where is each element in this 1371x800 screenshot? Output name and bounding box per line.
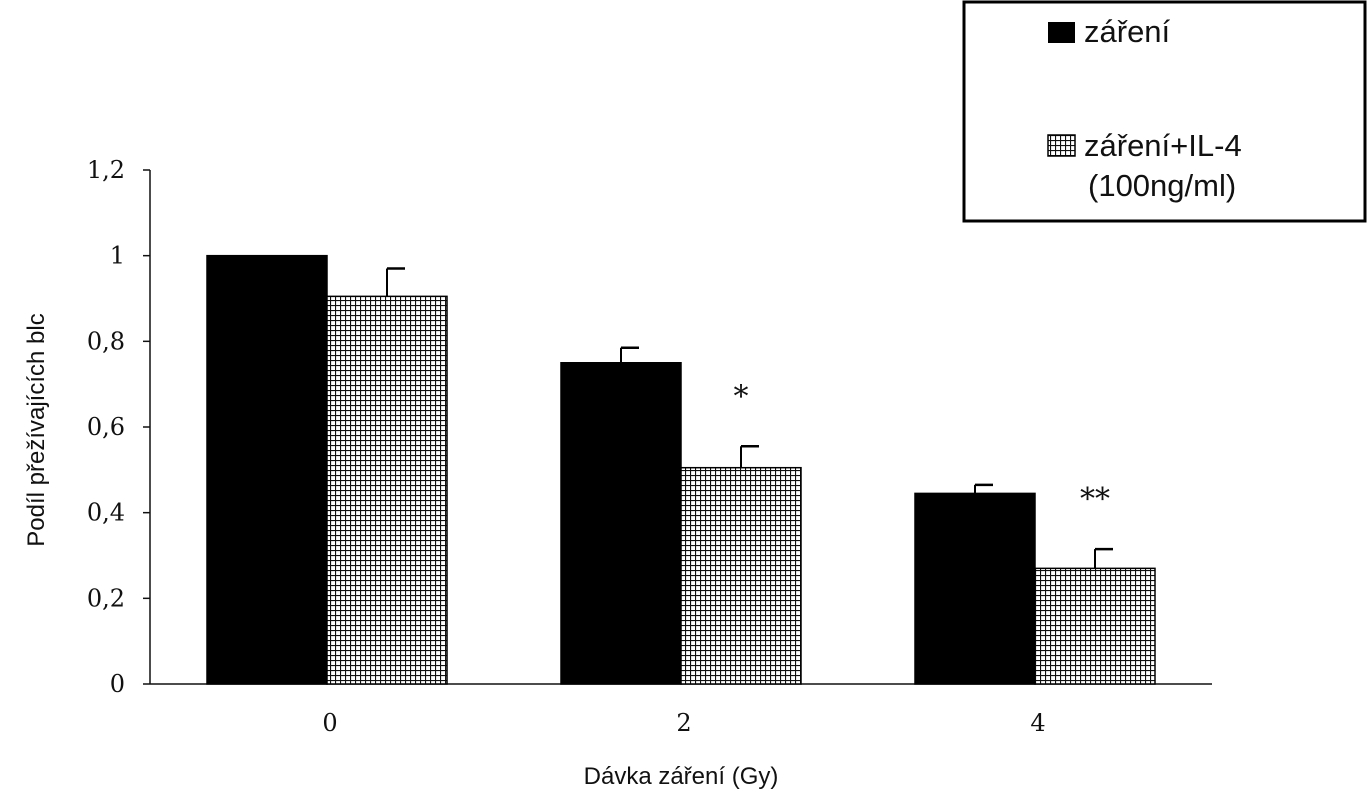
significance-marker: **	[1080, 482, 1110, 517]
legend-swatch-zareni	[1048, 22, 1075, 43]
y-tick-label: 1	[110, 242, 125, 270]
y-tick-label: 0,8	[87, 327, 125, 355]
legend-label-zareni: záření	[1084, 14, 1171, 49]
y-tick-label: 0,6	[87, 413, 125, 441]
y-tick-label: 0,2	[87, 584, 125, 612]
bar-zareni-il4-0	[326, 295, 448, 685]
bar-zareni-il4-4	[1034, 567, 1156, 685]
y-tick-label: 0,4	[87, 499, 125, 527]
y-tick-label: 0	[110, 670, 125, 698]
legend-swatch-zareni-il4	[1047, 134, 1076, 157]
x-tick-label: 4	[1030, 709, 1045, 737]
x-axis-title: Dávka záření (Gy)	[584, 763, 779, 790]
legend-label-zareni-il4: záření+IL-4	[1084, 128, 1242, 163]
bar-zareni-il4-2	[680, 466, 802, 685]
error-bars	[386, 267, 1113, 569]
bars	[206, 254, 1156, 685]
legend-frame	[962, 0, 1367, 223]
x-tick-label: 2	[676, 709, 691, 737]
significance-marker: *	[734, 379, 749, 414]
x-tick-label: 0	[322, 709, 337, 737]
bar-zareni-2	[560, 362, 682, 685]
bar-zareni-4	[914, 492, 1036, 685]
bar-zareni-0	[206, 254, 328, 685]
y-axis-title: Podíl přežívajících blc	[23, 313, 50, 546]
legend-label-zareni-il4-line2: (100ng/ml)	[1088, 168, 1236, 203]
y-tick-label: 1,2	[87, 156, 125, 184]
legend: záření záření+IL-4 (100ng/ml)	[962, 0, 1367, 223]
labels: 0 0,2 0,4 0,6 0,8 1 1,2 0 2 * 4 **	[87, 156, 1110, 737]
